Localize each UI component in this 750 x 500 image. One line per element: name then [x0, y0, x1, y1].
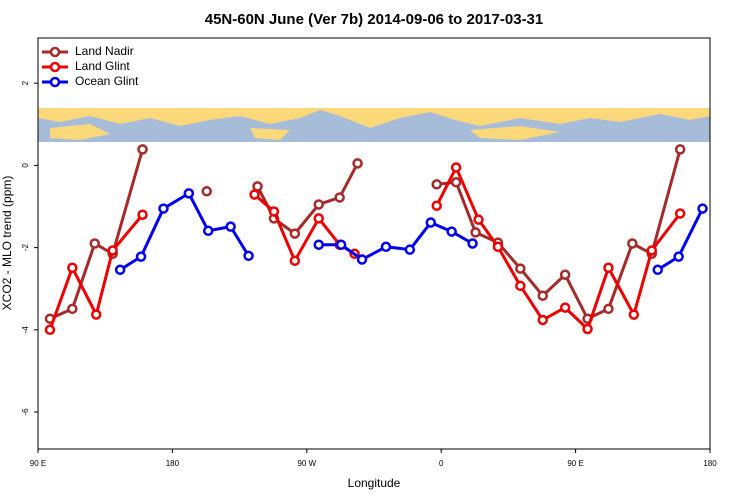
x-tick-label: 180 — [166, 459, 180, 468]
data-point — [201, 186, 212, 197]
data-point — [515, 280, 526, 292]
data-point — [243, 250, 254, 262]
y-tick-label: 2 — [21, 80, 30, 85]
data-point — [450, 177, 462, 188]
y-tick-label: -6 — [21, 408, 30, 416]
plot-frame — [37, 37, 711, 450]
data-point — [137, 209, 148, 220]
data-point — [646, 245, 658, 256]
data-point — [135, 251, 147, 262]
data-point — [450, 162, 462, 173]
data-point — [114, 264, 126, 276]
chart-title: 45N-60N June (Ver 7b) 2014-09-06 to 2017… — [205, 11, 544, 28]
series-line — [49, 148, 682, 321]
data-point — [289, 228, 301, 239]
data-point — [44, 324, 56, 336]
data-point — [107, 245, 118, 256]
data-point — [335, 239, 347, 250]
x-tick-label: 180 — [703, 459, 717, 468]
data-point — [158, 203, 169, 214]
data-point — [202, 225, 214, 237]
y-axis-label: XCO2 - MLO trend (ppm) — [0, 176, 14, 311]
y-tick-label: -4 — [21, 326, 30, 334]
x-axis-label: Longitude — [348, 476, 401, 490]
data-point — [470, 227, 481, 238]
data-point — [467, 238, 478, 249]
data-point — [431, 179, 442, 190]
legend-label: Ocean Glint — [75, 74, 139, 88]
data-point — [492, 241, 504, 253]
data-point — [90, 309, 102, 320]
x-tick-label: 0 — [439, 459, 444, 468]
data-point — [89, 238, 100, 249]
data-point — [537, 314, 548, 326]
y-tick-label: -2 — [21, 244, 30, 252]
legend-label: Land Nadir — [75, 44, 134, 58]
data-point — [559, 269, 571, 280]
data-point — [473, 214, 484, 225]
data-point — [225, 221, 236, 232]
data-point — [673, 251, 684, 262]
data-point — [249, 189, 260, 200]
data-point — [431, 200, 442, 211]
data-point — [313, 239, 324, 250]
data-point — [313, 213, 324, 224]
legend-marker — [49, 46, 61, 58]
legend-marker — [49, 61, 61, 73]
data-point — [425, 217, 436, 228]
legend-label: Land Glint — [75, 59, 130, 73]
data-point — [652, 264, 663, 276]
data-point — [674, 208, 686, 219]
y-tick-label: 0 — [21, 163, 30, 168]
data-point — [674, 144, 686, 155]
data-point — [356, 254, 368, 265]
data-point — [183, 188, 195, 199]
data-point — [627, 238, 638, 249]
x-tick-label: 90 W — [297, 459, 316, 468]
data-point — [628, 309, 640, 320]
data-point — [268, 206, 280, 217]
data-point — [313, 199, 324, 210]
data-point — [334, 192, 345, 203]
data-point — [603, 262, 614, 273]
data-point — [582, 323, 593, 335]
data-point — [67, 303, 78, 315]
data-point — [289, 255, 301, 267]
x-tick-label: 90 E — [567, 459, 583, 468]
data-point — [352, 158, 363, 169]
data-point — [603, 303, 614, 315]
legend-marker — [49, 76, 61, 88]
data-point — [697, 203, 708, 214]
data-point — [404, 244, 416, 255]
data-point — [380, 241, 392, 253]
x-tick-label: 90 E — [30, 459, 46, 468]
map-strip — [38, 108, 710, 142]
data-point — [559, 302, 571, 313]
data-point — [446, 226, 457, 237]
data-point — [515, 263, 526, 274]
data-point — [137, 144, 148, 155]
data-point — [537, 290, 548, 301]
data-point — [67, 262, 78, 273]
data-point — [252, 181, 263, 192]
